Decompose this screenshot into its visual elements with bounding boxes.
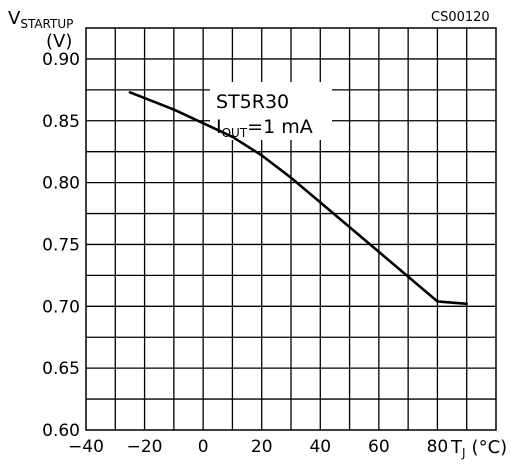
y-tick-label: 0.60 bbox=[42, 421, 80, 441]
x-tick-label: −20 bbox=[127, 437, 163, 457]
x-tick-label: −40 bbox=[68, 437, 104, 457]
x-tick-labels: −40 −20 0 20 40 60 80 bbox=[68, 437, 448, 457]
series-group bbox=[128, 91, 469, 306]
x-tick-label: 0 bbox=[198, 437, 209, 457]
x-tick-label: 80 bbox=[427, 437, 449, 457]
y-tick-label: 0.85 bbox=[42, 112, 80, 132]
annotation-condition: IOUT=1 mA bbox=[216, 116, 313, 140]
x-tick-label: 40 bbox=[309, 437, 331, 457]
y-axis-unit: (V) bbox=[46, 31, 72, 52]
y-tick-label: 0.75 bbox=[42, 235, 80, 255]
x-axis-title: TJ (°C) bbox=[450, 437, 507, 460]
annotation-bg bbox=[210, 82, 332, 140]
y-tick-labels: 0.60 0.65 0.70 0.75 0.80 0.85 0.90 bbox=[42, 50, 80, 441]
y-axis-title: VSTARTUP bbox=[8, 8, 73, 31]
x-tick-label: 20 bbox=[251, 437, 273, 457]
y-tick-label: 0.80 bbox=[42, 174, 80, 194]
x-tick-label: 60 bbox=[368, 437, 390, 457]
plot-frame bbox=[85, 27, 497, 431]
series-line bbox=[128, 91, 469, 306]
y-tick-label: 0.70 bbox=[42, 297, 80, 317]
horizontal-gridlines bbox=[86, 58, 496, 400]
figure-code: CS00120 bbox=[431, 10, 490, 25]
y-tick-label: 0.65 bbox=[42, 359, 80, 379]
annotation-part: ST5R30 bbox=[216, 91, 289, 113]
y-tick-label: 0.90 bbox=[42, 50, 80, 70]
